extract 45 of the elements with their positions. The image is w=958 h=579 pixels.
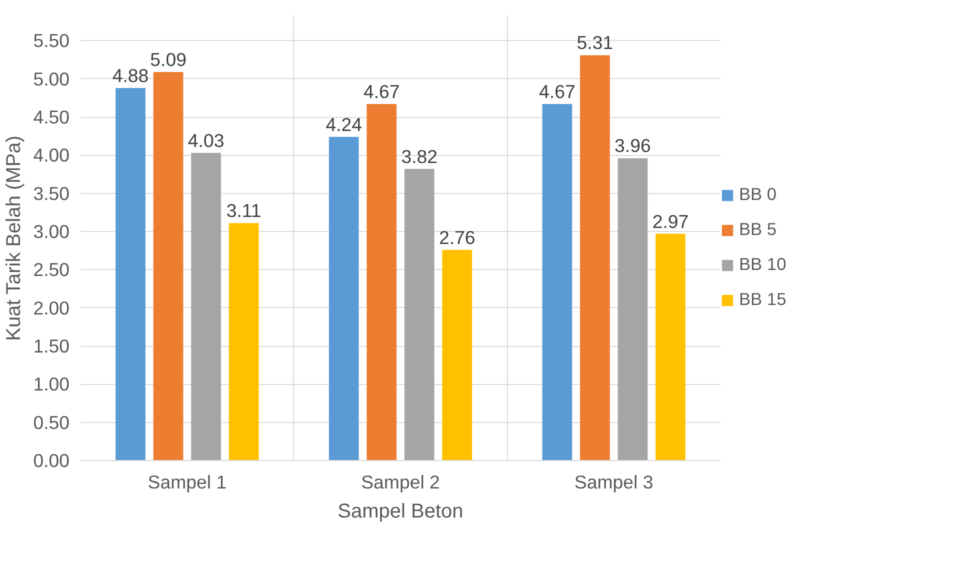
data-label: 2.97 (652, 210, 689, 232)
bar (228, 223, 259, 460)
data-label: 3.11 (226, 200, 262, 222)
bar (618, 158, 648, 460)
x-tick-label: Sampel 1 (148, 472, 227, 492)
data-label: 5.09 (150, 48, 186, 70)
data-label: 4.67 (363, 81, 400, 102)
y-tick-label: 5.50 (33, 30, 70, 52)
bar (366, 104, 397, 460)
y-tick-label: 3.50 (33, 182, 70, 204)
bar (116, 88, 146, 460)
data-label: 3.96 (614, 135, 651, 156)
y-tick-label: 1.00 (33, 374, 70, 395)
bar (442, 250, 472, 460)
data-label: 3.82 (401, 146, 438, 167)
data-label: 2.76 (438, 226, 476, 248)
legend-label: BB 10 (739, 254, 786, 275)
y-tick-label: 4.00 (33, 144, 70, 166)
bar (153, 72, 184, 460)
x-tick-label: Sampel 3 (574, 472, 654, 492)
x-tick-label: Sampel 2 (361, 472, 440, 492)
data-label: 4.67 (539, 81, 576, 102)
bar (404, 168, 434, 460)
bar (191, 152, 221, 460)
legend-label: BB 0 (739, 184, 777, 205)
data-label: 4.24 (326, 114, 362, 135)
legend-label: BB 15 (739, 289, 786, 310)
y-tick-label: 2.00 (33, 297, 70, 318)
data-label: 4.03 (188, 130, 224, 151)
y-tick-label: 2.50 (33, 259, 70, 280)
bar (542, 104, 572, 460)
y-tick-label: 3.00 (33, 221, 70, 242)
y-tick-label: 0.00 (33, 450, 70, 471)
bar (580, 55, 610, 460)
y-tick-label: 0.50 (33, 412, 70, 433)
y-axis-title: Kuat Tarik Belah (MPa) (3, 136, 26, 341)
legend-label: BB 5 (739, 219, 777, 240)
y-tick-label: 1.50 (33, 336, 70, 357)
bar (328, 136, 359, 460)
x-axis-title: Sampel Beton (338, 500, 464, 522)
y-tick-label: 4.50 (33, 106, 70, 128)
data-label: 5.31 (576, 32, 614, 54)
data-label: 4.88 (112, 65, 149, 86)
bar (656, 234, 686, 460)
y-tick-label: 5.00 (33, 68, 70, 90)
